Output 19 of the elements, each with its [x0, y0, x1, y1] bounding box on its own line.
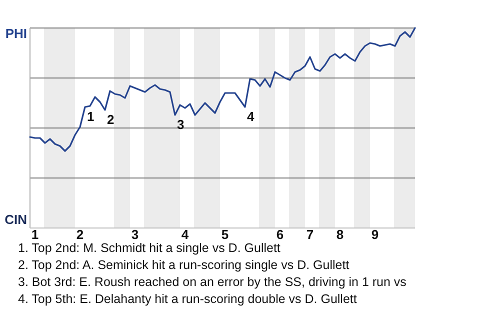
text: 2. Top 2nd: A. Seminick hit a run-scoring single vs D. Gullett [18, 258, 350, 272]
text: 4. Top 5th: E. Delahanty hit a run-scoring double vs D. Gullett [18, 292, 358, 306]
text: 3. Bot 3rd: E. Roush reached on an error by the SS, driving in 1 run vs [18, 275, 406, 289]
x-tick-label: 2 [76, 227, 84, 242]
x-tick-label: 5 [221, 227, 229, 242]
annotation: 2 [107, 112, 114, 127]
annotation: 4 [247, 109, 255, 124]
text: 1. Top 2nd: M. Schmidt hit a single vs D. Gullett [18, 241, 281, 255]
text: CIN [4, 212, 27, 228]
x-tick-label: 7 [306, 227, 314, 242]
annotation: 3 [177, 117, 184, 132]
text: PHI [5, 26, 27, 41]
x-tick-label: 1 [31, 227, 39, 242]
x-tick-label: 6 [276, 227, 284, 242]
annotation: 1 [87, 109, 94, 124]
x-tick-label: 8 [336, 227, 344, 242]
x-tick-label: 4 [181, 227, 190, 242]
x-tick-label: 3 [131, 227, 139, 242]
x-tick-label: 9 [371, 227, 379, 242]
